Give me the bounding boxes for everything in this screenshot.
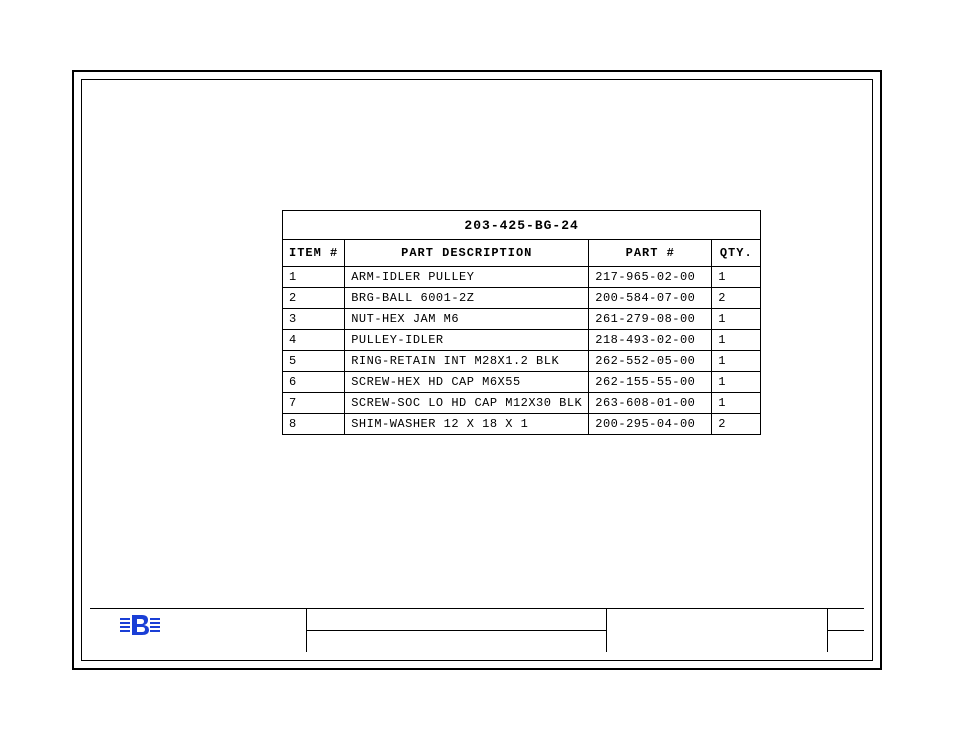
cell-part-number: 217-965-02-00 — [589, 267, 712, 288]
cell-item: 2 — [283, 288, 345, 309]
cell-item: 3 — [283, 309, 345, 330]
drawing-sheet: 203-425-BG-24 ITEM # PART DESCRIPTION PA… — [72, 70, 882, 670]
table-row: 6SCREW-HEX HD CAP M6X55262-155-55-001 — [283, 372, 761, 393]
cell-qty: 1 — [712, 330, 761, 351]
cell-qty: 1 — [712, 393, 761, 414]
col-header-desc: PART DESCRIPTION — [345, 240, 589, 267]
title-block — [90, 608, 864, 652]
cell-item: 4 — [283, 330, 345, 351]
titleblock-top-line — [90, 608, 864, 609]
table-row: 2BRG-BALL 6001-2Z200-584-07-002 — [283, 288, 761, 309]
titleblock-right-split — [828, 630, 864, 631]
parts-table: 203-425-BG-24 ITEM # PART DESCRIPTION PA… — [282, 210, 761, 435]
cell-description: PULLEY-IDLER — [345, 330, 589, 351]
cell-qty: 2 — [712, 288, 761, 309]
cell-description: ARM-IDLER PULLEY — [345, 267, 589, 288]
company-logo-icon — [120, 612, 160, 638]
cell-description: SCREW-HEX HD CAP M6X55 — [345, 372, 589, 393]
cell-part-number: 261-279-08-00 — [589, 309, 712, 330]
col-header-item: ITEM # — [283, 240, 345, 267]
cell-description: RING-RETAIN INT M28X1.2 BLK — [345, 351, 589, 372]
cell-part-number: 218-493-02-00 — [589, 330, 712, 351]
col-header-part: PART # — [589, 240, 712, 267]
table-row: 1ARM-IDLER PULLEY217-965-02-001 — [283, 267, 761, 288]
cell-item: 5 — [283, 351, 345, 372]
cell-description: SCREW-SOC LO HD CAP M12X30 BLK — [345, 393, 589, 414]
cell-part-number: 200-295-04-00 — [589, 414, 712, 435]
cell-qty: 1 — [712, 309, 761, 330]
table-title: 203-425-BG-24 — [283, 211, 761, 240]
table-row: 8SHIM-WASHER 12 X 18 X 1200-295-04-002 — [283, 414, 761, 435]
cell-item: 7 — [283, 393, 345, 414]
cell-qty: 1 — [712, 267, 761, 288]
cell-part-number: 263-608-01-00 — [589, 393, 712, 414]
cell-item: 8 — [283, 414, 345, 435]
inner-border: 203-425-BG-24 ITEM # PART DESCRIPTION PA… — [81, 79, 873, 661]
table-row: 5RING-RETAIN INT M28X1.2 BLK262-552-05-0… — [283, 351, 761, 372]
cell-part-number: 262-552-05-00 — [589, 351, 712, 372]
table-row: 7SCREW-SOC LO HD CAP M12X30 BLK263-608-0… — [283, 393, 761, 414]
titleblock-mid-line — [306, 630, 606, 631]
col-header-qty: QTY. — [712, 240, 761, 267]
table-row: 4PULLEY-IDLER218-493-02-001 — [283, 330, 761, 351]
titleblock-v1 — [306, 608, 307, 652]
titleblock-v2 — [606, 608, 607, 652]
cell-qty: 2 — [712, 414, 761, 435]
cell-qty: 1 — [712, 351, 761, 372]
cell-item: 6 — [283, 372, 345, 393]
cell-description: SHIM-WASHER 12 X 18 X 1 — [345, 414, 589, 435]
table-row: 3NUT-HEX JAM M6261-279-08-001 — [283, 309, 761, 330]
cell-description: NUT-HEX JAM M6 — [345, 309, 589, 330]
table-title-row: 203-425-BG-24 — [283, 211, 761, 240]
cell-description: BRG-BALL 6001-2Z — [345, 288, 589, 309]
cell-item: 1 — [283, 267, 345, 288]
cell-part-number: 262-155-55-00 — [589, 372, 712, 393]
table-header-row: ITEM # PART DESCRIPTION PART # QTY. — [283, 240, 761, 267]
cell-part-number: 200-584-07-00 — [589, 288, 712, 309]
cell-qty: 1 — [712, 372, 761, 393]
